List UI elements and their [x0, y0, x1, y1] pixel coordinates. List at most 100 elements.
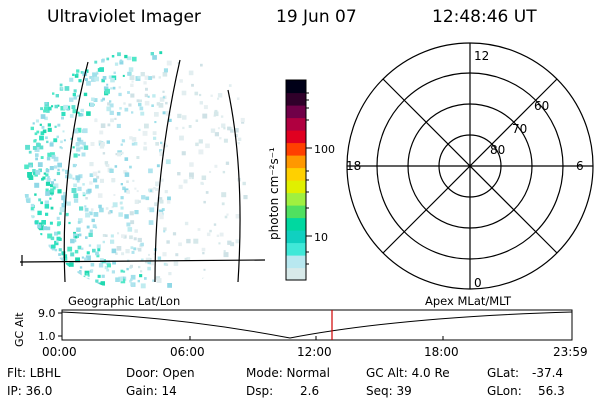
emission-pixel: [73, 239, 77, 243]
emission-pixel: [102, 97, 105, 101]
emission-pixel: [165, 144, 168, 148]
emission-pixel: [153, 187, 156, 190]
emission-pixel: [81, 247, 84, 250]
emission-pixel: [89, 211, 93, 216]
emission-pixel: [120, 201, 123, 204]
emission-pixel: [159, 51, 163, 55]
emission-pixel: [134, 187, 137, 190]
emission-pixel: [228, 84, 232, 87]
emission-pixel: [132, 56, 137, 62]
emission-pixel: [46, 157, 51, 161]
emission-pixel: [140, 242, 144, 247]
emission-pixel: [121, 139, 125, 143]
emission-pixel: [63, 254, 68, 259]
emission-pixel: [123, 235, 127, 239]
emission-pixel: [78, 113, 82, 117]
emission-pixel: [95, 184, 99, 189]
emission-pixel: [230, 242, 235, 247]
timeline-y-tick: 1.0: [38, 330, 56, 343]
emission-pixel: [44, 116, 48, 121]
meridian-line: [227, 89, 241, 283]
emission-pixel: [131, 142, 135, 146]
emission-pixel: [90, 269, 94, 272]
emission-pixel: [210, 94, 213, 97]
dsp-value: 2.6: [300, 384, 320, 398]
emission-pixel: [28, 175, 34, 180]
emission-pixel: [121, 151, 124, 155]
emission-pixel: [148, 168, 153, 174]
emission-pixel: [85, 69, 89, 73]
emission-pixel: [89, 181, 93, 185]
timeline-frame: [61, 309, 573, 341]
emission-pixel: [76, 73, 79, 76]
emission-pixel: [125, 249, 130, 254]
emission-pixel: [46, 178, 51, 183]
emission-pixel: [130, 278, 133, 281]
emission-pixel: [160, 141, 163, 145]
emission-pixel: [74, 164, 77, 167]
emission-pixel: [221, 192, 227, 198]
emission-pixel: [121, 234, 125, 238]
emission-pixel: [102, 58, 105, 62]
emission-pixel: [102, 76, 107, 80]
emission-pixel: [89, 229, 93, 233]
mlt-label-left: 18: [346, 159, 361, 173]
emission-pixel: [138, 102, 142, 107]
emission-pixel: [152, 94, 156, 98]
emission-pixel: [149, 189, 153, 192]
emission-pixel: [109, 100, 112, 103]
emission-pixel: [63, 104, 68, 110]
emission-pixel: [162, 252, 167, 257]
emission-pixel: [72, 73, 75, 76]
emission-pixel: [130, 246, 134, 250]
emission-pixel: [97, 248, 101, 252]
emission-pixel: [214, 132, 219, 137]
emission-pixel: [110, 239, 115, 244]
emission-pixel: [140, 72, 145, 77]
emission-pixel: [120, 196, 124, 200]
emission-pixel: [107, 263, 111, 268]
colorbar-segment: [286, 192, 306, 206]
emission-pixel: [118, 212, 123, 217]
emission-pixel: [162, 96, 165, 99]
emission-pixel: [47, 176, 50, 179]
emission-pixel: [144, 93, 148, 98]
emission-pixel: [201, 247, 206, 252]
emission-pixel: [136, 190, 139, 193]
date-label: 19 Jun 07: [276, 7, 357, 27]
emission-pixel: [73, 198, 79, 203]
emission-pixel: [80, 71, 84, 74]
emission-pixel: [201, 175, 207, 180]
emission-pixel: [77, 137, 82, 142]
emission-pixel: [56, 135, 59, 139]
emission-pixel: [158, 76, 161, 79]
emission-pixel: [148, 76, 153, 80]
colorbar: 100 10 photon cm⁻²s⁻¹: [267, 79, 335, 281]
emission-pixel: [199, 101, 203, 105]
emission-pixel: [35, 157, 38, 161]
emission-pixel: [72, 146, 75, 149]
emission-pixel: [82, 129, 86, 133]
emission-pixel: [136, 247, 139, 250]
emission-pixel: [152, 279, 155, 282]
filter-status: Flt: LBHL: [7, 366, 61, 380]
emission-pixel: [129, 279, 132, 283]
emission-pixel: [111, 206, 114, 209]
emission-pixel: [39, 222, 43, 226]
emission-pixel: [154, 112, 159, 117]
emission-pixel: [151, 104, 154, 107]
emission-pixel: [104, 161, 109, 165]
emission-pixel: [56, 236, 61, 241]
emission-pixel: [83, 145, 89, 150]
emission-pixel: [121, 252, 125, 256]
emission-pixel: [203, 105, 208, 110]
emission-pixel: [128, 67, 134, 72]
emission-pixel: [97, 170, 101, 174]
emission-pixel: [69, 114, 74, 118]
emission-pixel: [126, 222, 131, 227]
emission-pixel: [32, 169, 36, 173]
mlt-label-bottom: 0: [474, 276, 482, 290]
emission-pixel: [167, 283, 172, 288]
emission-pixel: [106, 164, 110, 167]
emission-pixel: [71, 105, 76, 109]
